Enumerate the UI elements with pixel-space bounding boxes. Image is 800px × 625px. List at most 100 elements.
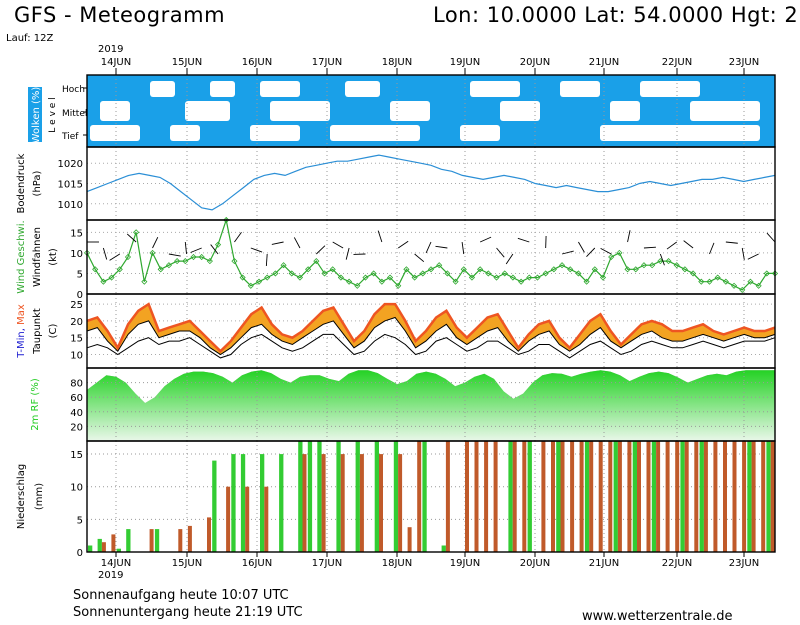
clear-sky-gap xyxy=(390,101,430,121)
header: GFS - Meteogramm Lon: 10.0000 Lat: 54.00… xyxy=(0,0,800,44)
wind-barb xyxy=(461,242,465,255)
precip-bar-brown xyxy=(770,441,775,552)
dewpoint-axis-label: Taupunkt xyxy=(32,308,43,355)
level-label-0: Hoch xyxy=(62,85,85,95)
level-label-2: Tief xyxy=(61,132,79,142)
precip-bar-brown xyxy=(646,441,651,552)
wind-barb xyxy=(397,240,409,249)
pressure-line xyxy=(86,154,776,211)
precip-bar-green xyxy=(212,460,217,552)
precip-bar-green xyxy=(126,529,131,552)
precip-tick: 10 xyxy=(70,483,83,494)
wind-speed-point xyxy=(591,266,598,273)
precip-bar-brown xyxy=(551,441,555,552)
clear-sky-gap xyxy=(260,81,300,97)
wind-barb xyxy=(152,237,159,249)
precip-bar-green xyxy=(97,538,102,552)
humidity-tick: 80 xyxy=(70,379,83,390)
pressure-axis-label: Bodendruck xyxy=(16,153,27,213)
date-label-bottom: 14JUN xyxy=(101,558,131,569)
wind-barb xyxy=(109,253,121,261)
tmax-line xyxy=(86,302,776,353)
humidity-area xyxy=(87,370,775,441)
wind-barb xyxy=(666,241,677,250)
wind-tick: 15 xyxy=(70,228,83,239)
precip-bar-brown xyxy=(742,441,747,552)
temp-tick: 20 xyxy=(70,317,83,328)
precip-bar-brown xyxy=(560,441,565,552)
precip-bar-green xyxy=(240,454,246,552)
wind-barb xyxy=(600,247,612,255)
precip-bar-brown xyxy=(751,441,756,552)
wind-speed-point xyxy=(354,282,361,289)
precip-bar-green xyxy=(317,441,322,552)
temp-tick: 10 xyxy=(70,351,83,362)
precip-bar-brown xyxy=(761,441,766,552)
wind-speed-point xyxy=(436,262,443,269)
wind-speed-point xyxy=(288,270,295,277)
wind-speed-point xyxy=(83,249,91,256)
precip-bar-brown xyxy=(723,441,727,552)
pressure-unit: (hPa) xyxy=(32,170,43,196)
wind-speed-point xyxy=(550,266,557,273)
precip-bar-brown xyxy=(245,486,250,552)
wind-speed-point xyxy=(395,282,402,289)
precip-bar-brown xyxy=(465,441,469,552)
clear-sky-gap xyxy=(610,101,640,121)
date-label-bottom: 17JUN xyxy=(312,558,342,569)
wind-speed-point xyxy=(583,278,590,285)
wind-barb xyxy=(332,241,344,249)
wind-barb xyxy=(659,253,665,266)
precip-bar-brown xyxy=(579,441,584,552)
wind-speed-point xyxy=(313,258,320,265)
precip-bar-brown xyxy=(474,441,479,552)
precip-axis-label: Niederschlag xyxy=(16,464,27,529)
wind-speed-point xyxy=(337,274,344,281)
wind-speed-point xyxy=(149,249,156,256)
wind-speed-point xyxy=(255,278,263,285)
wind-barb xyxy=(345,247,350,260)
precip-bar-green xyxy=(116,548,121,552)
wind-speed-point xyxy=(698,278,705,285)
wind-speed-line xyxy=(86,217,775,291)
wind-speed-point xyxy=(370,270,377,277)
wind-speed-point xyxy=(771,270,779,277)
level-axis-label: L e v e l xyxy=(48,97,58,132)
clear-sky-gap xyxy=(90,125,140,141)
precip-bar-brown xyxy=(187,525,192,552)
wind-speed-point xyxy=(690,270,697,277)
tmin-line xyxy=(86,316,776,356)
precip-bar-brown xyxy=(264,486,269,552)
precip-bar-green xyxy=(613,441,618,552)
wind-barb xyxy=(168,253,181,257)
wind-speed-point xyxy=(403,266,410,273)
wind-speed-point xyxy=(460,266,467,273)
wind-speed-point xyxy=(542,270,549,277)
date-label-top: 19JUN xyxy=(450,57,480,68)
wind-speed-point xyxy=(722,278,729,285)
precip-bar-green xyxy=(298,441,303,552)
wind-speed-point xyxy=(518,278,525,285)
wind-barb xyxy=(586,247,596,257)
wind-barb xyxy=(766,232,776,243)
precip-bar-brown xyxy=(656,441,661,552)
year-label-top: 2019 xyxy=(98,44,123,55)
wind-speed-point xyxy=(305,266,312,273)
wind-barb xyxy=(435,245,448,249)
wind-speed-point xyxy=(526,274,533,281)
wind-speed-point xyxy=(608,253,615,261)
temp-unit: (C) xyxy=(48,324,59,339)
precip-bar-brown xyxy=(321,454,326,552)
year-label-bottom: 2019 xyxy=(98,570,123,581)
date-label-bottom: 16JUN xyxy=(242,558,272,569)
date-label-bottom: 19JUN xyxy=(450,558,480,569)
level-label-1: Mittel xyxy=(62,109,87,119)
wind-speed-point xyxy=(763,270,770,277)
website-link[interactable]: www.wetterzentrale.de xyxy=(582,609,733,624)
wind-barb xyxy=(683,240,694,249)
coordinates-label: Lon: 10.0000 Lat: 54.0000 Hgt: 2 xyxy=(433,3,799,27)
wind-barb xyxy=(271,241,284,245)
wind-speed-point xyxy=(198,253,205,261)
precip-bar-green xyxy=(374,441,379,552)
precip-bar-brown xyxy=(541,441,546,552)
